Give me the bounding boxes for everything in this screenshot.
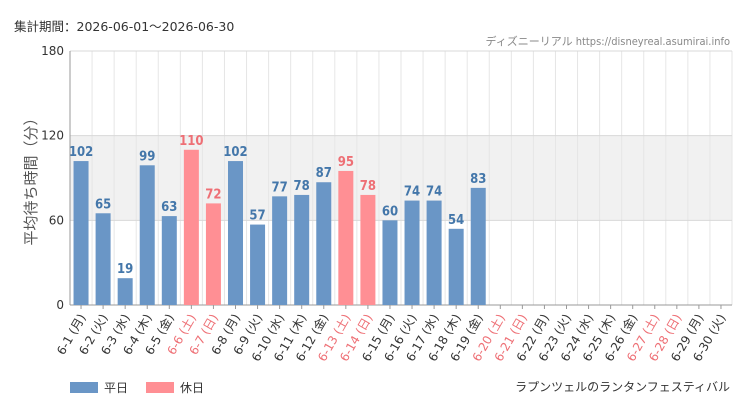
data-label: 63 (161, 200, 177, 215)
data-label: 57 (249, 209, 265, 224)
legend-item-weekday: 平日 (70, 379, 128, 396)
bar (161, 216, 177, 305)
y-tick-label: 0 (56, 298, 64, 312)
bar (95, 213, 111, 305)
bar (183, 149, 199, 305)
data-label: 110 (179, 134, 203, 149)
legend-label-holiday: 休日 (180, 381, 205, 395)
data-label: 102 (223, 145, 247, 160)
data-label: 77 (271, 180, 287, 195)
legend-swatch-weekday (70, 382, 98, 393)
data-label: 19 (117, 262, 133, 277)
legend-label-weekday: 平日 (104, 381, 129, 395)
bar (316, 182, 332, 305)
bar (205, 203, 221, 305)
bar (117, 278, 133, 305)
bars (73, 149, 486, 305)
bar (139, 165, 155, 305)
data-label: 65 (95, 197, 111, 212)
data-label: 87 (316, 166, 332, 181)
legend-swatch-holiday (146, 382, 175, 393)
y-tick-label: 60 (49, 213, 64, 227)
y-axis-label: 平均待ち時間（分） (22, 110, 40, 245)
data-label: 54 (448, 213, 464, 228)
period-label: 集計期間：2026-06-01～2026-06-30 (14, 19, 235, 34)
site-credit: ディズニーリアル https://disneyreal.asumirai.inf… (485, 35, 730, 48)
y-tick-label: 180 (41, 44, 64, 58)
data-label: 78 (360, 179, 376, 194)
bar (338, 170, 354, 305)
data-label: 78 (294, 179, 310, 194)
data-label: 72 (205, 187, 221, 202)
data-label: 74 (404, 185, 420, 200)
bar (73, 161, 89, 305)
bar (250, 224, 266, 305)
data-label: 60 (382, 204, 398, 219)
bar (404, 200, 420, 305)
bar (294, 194, 310, 305)
bar (426, 200, 442, 305)
data-label: 74 (426, 185, 442, 200)
data-label: 102 (69, 145, 93, 160)
bar (448, 228, 464, 305)
data-labels: 102 65 19 99 63 110 72 102 57 77 78 87 95 78 60 74 74 54 8… (69, 134, 487, 277)
grid-lines (69, 50, 733, 306)
bar (360, 194, 376, 305)
y-tick-label: 120 (41, 129, 64, 143)
bar (470, 187, 486, 305)
data-label: 95 (338, 155, 354, 170)
bar (382, 220, 398, 305)
legend-item-holiday: 休日 (146, 379, 204, 396)
attraction-name: ラプンツェルのランタンフェスティバル (515, 380, 730, 394)
bar (228, 161, 243, 305)
data-label: 83 (470, 172, 486, 187)
legend: 平日 休日 (70, 379, 222, 396)
data-label: 99 (139, 149, 155, 164)
bar (272, 196, 288, 305)
